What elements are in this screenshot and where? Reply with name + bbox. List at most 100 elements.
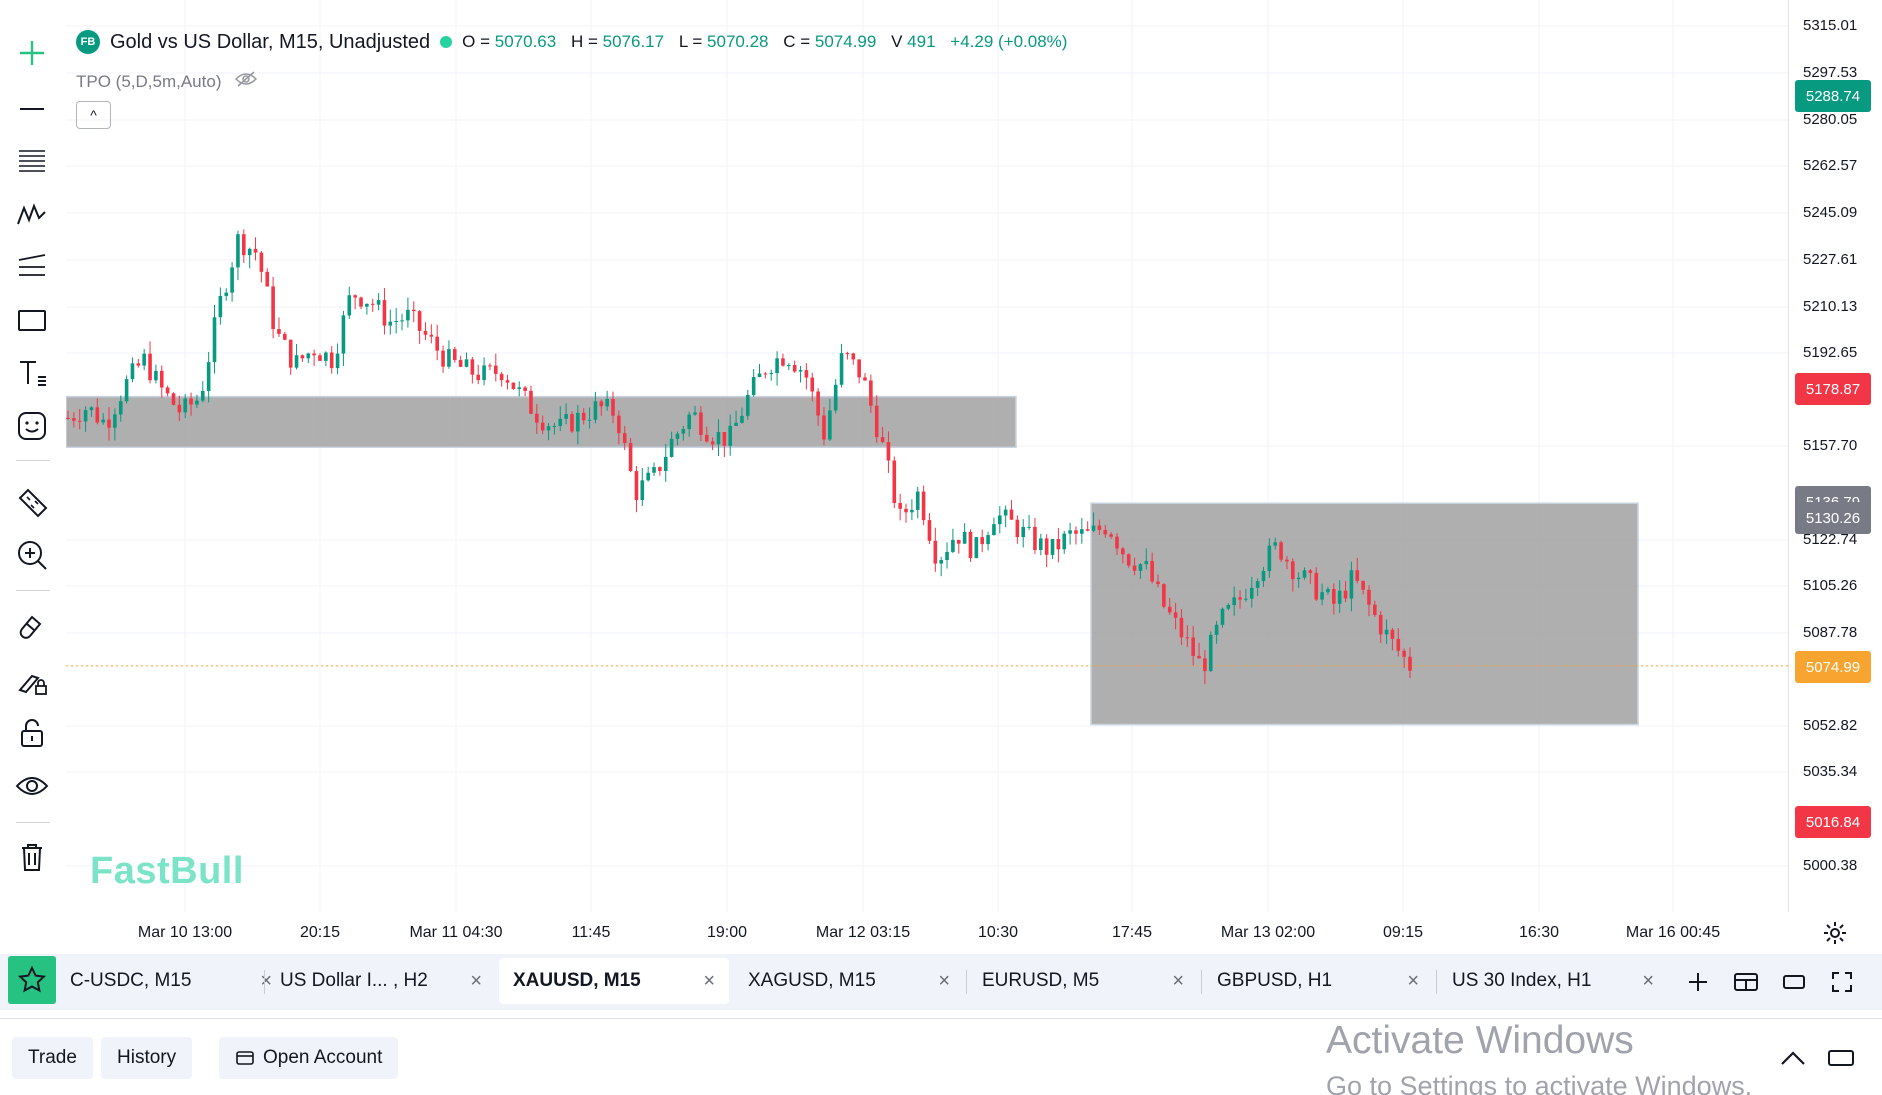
candle-body [277,329,281,334]
close-icon[interactable]: × [1407,969,1419,992]
candle-body [535,413,539,423]
candle-body [1308,570,1313,573]
tab-xauusd[interactable]: XAUUSD, M15 × [499,958,729,1004]
pattern-icon[interactable] [10,192,54,236]
price-tag: 5288.74 [1795,80,1871,112]
price-axis-label: 5262.57 [1803,157,1858,174]
price-axis-label: 5245.09 [1803,204,1858,221]
tab-eurusd[interactable]: EURUSD, M5 × [968,958,1198,1004]
time-axis[interactable]: Mar 10 13:00 20:15 Mar 11 04:30 11:45 19:00 M… [66,912,1788,954]
candle-body [447,349,451,367]
trend-line-icon[interactable] [10,84,54,128]
candle-body [1232,597,1236,606]
close-icon[interactable]: × [1642,969,1654,992]
candle-body [845,353,850,355]
chart-tabs-bar: C-USDC, M15 × US Dollar I... , H2 × XAUU… [0,954,1882,1010]
close-icon[interactable]: × [260,969,272,992]
candle-body [1103,529,1108,535]
lock-brush-icon[interactable] [10,658,54,702]
tab-usdc[interactable]: C-USDC, M15 × [56,958,286,1004]
supply-demand-zone[interactable] [66,395,1017,448]
candle-body [552,425,557,427]
tab-us30[interactable]: US 30 Index, H1 × [1438,958,1668,1004]
emoji-icon[interactable] [10,404,54,448]
close-icon[interactable]: × [938,969,950,992]
candle-body [306,353,311,359]
candle-body [423,330,428,335]
gear-icon[interactable] [1822,920,1848,946]
candle-body [540,422,545,431]
layout-icon[interactable] [1731,967,1761,997]
candle-body [376,300,381,305]
close-icon[interactable]: × [1172,969,1184,992]
candle-body [1355,570,1360,581]
indicator-label[interactable]: TPO (5,D,5m,Auto) [76,71,222,91]
candle-body [751,377,756,395]
tab-us-dollar-index[interactable]: US Dollar I... , H2 × [266,958,496,1004]
text-icon[interactable] [10,351,54,395]
window-icon[interactable] [1779,967,1809,997]
candle-body [1261,571,1266,582]
channel-icon[interactable] [10,244,54,288]
ruler-icon[interactable] [10,480,54,524]
symbol-title[interactable]: Gold vs US Dollar, M15, Unadjusted [110,30,431,53]
candle-body [798,370,803,372]
rectangle-icon[interactable] [10,298,54,342]
fib-icon[interactable] [10,137,54,181]
magnet-icon[interactable] [10,605,54,649]
history-button[interactable]: History [101,1037,193,1079]
tab-gbpusd[interactable]: GBPUSD, H1 × [1203,958,1433,1004]
candle-body [1361,580,1365,590]
price-tag: 5074.99 [1795,651,1871,683]
candle-body [253,248,258,253]
hidden-eye-icon[interactable] [235,71,258,92]
chevron-up-icon[interactable] [1778,1043,1808,1073]
candle-body [464,359,469,367]
time-axis-label: 16:30 [1518,924,1560,941]
price-chart[interactable] [66,0,1788,912]
candle-body [499,373,504,381]
supply-demand-zone[interactable] [1090,502,1639,726]
candle-body [1267,545,1272,572]
candle-body [183,398,188,413]
open-account-button[interactable]: Open Account [219,1037,399,1079]
lock-icon[interactable] [10,711,54,755]
candle-body [576,412,580,432]
candle-body [523,387,527,391]
crosshair-icon[interactable] [10,31,54,75]
candle-body [1027,526,1031,528]
candle-body [1132,565,1137,571]
fullscreen-icon[interactable] [1827,967,1857,997]
watchlist-button[interactable] [8,956,56,1004]
price-axis[interactable]: 5315.01 5297.53 5280.05 5262.57 5245.09 5227.… [1788,0,1882,912]
zoom-in-icon[interactable] [10,533,54,577]
history-label: History [117,1047,177,1068]
plus-icon[interactable] [1683,967,1713,997]
candle-body [904,508,908,513]
candle-body [359,297,363,307]
price-axis-label: 5297.53 [1803,64,1858,81]
candle-body [1255,581,1260,588]
close-icon[interactable]: × [470,969,482,992]
candle-body [581,412,586,421]
candle-body [927,520,932,541]
candle-body [745,394,750,416]
open-value: 5070.63 [494,32,557,51]
candle-body [318,355,322,361]
candle-body [968,531,973,559]
candle-body [142,353,146,366]
eye-icon[interactable] [10,764,54,808]
candle-body [1173,612,1178,618]
panel-maximize-icon[interactable] [1826,1043,1856,1073]
candle-body [417,311,422,331]
tab-xagusd[interactable]: XAGUSD, M15 × [734,958,964,1004]
candle-body [1337,590,1342,604]
collapse-legend-button[interactable]: ^ [76,101,111,129]
trade-button[interactable]: Trade [12,1037,93,1079]
candle-body [810,377,815,392]
candle-body [704,434,709,442]
close-icon[interactable]: × [703,969,715,992]
time-axis-label: Mar 16 00:45 [1625,924,1721,941]
trash-icon[interactable] [10,835,54,879]
candlestick-chart[interactable] [66,0,1788,912]
